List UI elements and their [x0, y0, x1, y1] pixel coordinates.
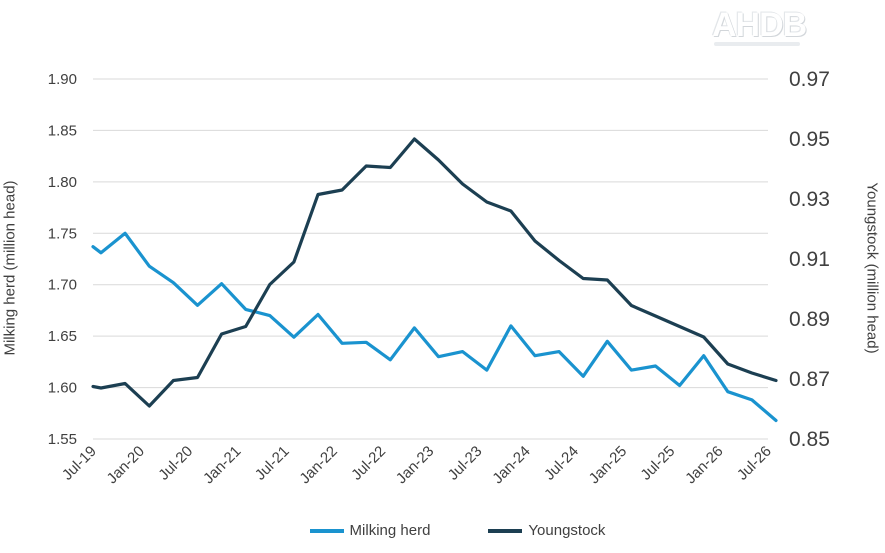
x-axis-ticks: Jul-19 Jan-20 Jul-20 Jan-21 Jul-21 Jan-22 Jul-… [59, 443, 775, 487]
x-tick-label: Jan-24 [489, 443, 533, 487]
left-axis-label: Milking herd (million head) [1, 180, 19, 356]
right-axis-ticks: 0.85 0.87 0.89 0.91 0.93 0.95 0.97 [789, 68, 830, 451]
x-tick-label: Jul-22 [348, 443, 389, 484]
legend-label-milking-herd: Milking herd [349, 522, 431, 539]
x-tick-label: Jan-23 [393, 443, 437, 487]
left-tick-label: 1.55 [48, 431, 77, 448]
legend-swatch-milking-herd [309, 528, 344, 533]
right-tick-label: 0.95 [789, 128, 830, 151]
right-tick-label: 0.89 [789, 308, 830, 331]
legend-item-youngstock: Youngstock [458, 522, 605, 539]
x-tick-label: Jul-24 [541, 443, 582, 484]
x-tick-label: Jul-23 [445, 443, 486, 484]
x-tick-label: Jan-21 [200, 443, 244, 487]
right-tick-label: 0.87 [789, 368, 830, 391]
x-tick-label: Jul-25 [637, 443, 678, 484]
legend-label-youngstock: Youngstock [528, 522, 606, 539]
legend-swatch-youngstock [488, 528, 523, 533]
left-tick-label: 1.75 [48, 225, 77, 242]
left-tick-label: 1.65 [48, 328, 77, 345]
legend: Milking herd Youngstock [0, 522, 885, 539]
left-tick-label: 1.80 [48, 174, 77, 191]
logo-underline [714, 42, 800, 46]
x-tick-label: Jan-26 [682, 443, 726, 487]
series-lines [91, 137, 778, 423]
left-axis-ticks: 1.55 1.60 1.65 1.70 1.75 1.80 1.85 1.90 [48, 71, 77, 448]
x-tick-label: Jan-20 [104, 443, 148, 487]
left-tick-label: 1.90 [48, 71, 77, 88]
left-tick-label: 1.85 [48, 122, 77, 139]
right-tick-label: 0.91 [789, 248, 830, 271]
right-tick-label: 0.93 [789, 188, 830, 211]
x-tick-label: Jul-26 [734, 443, 775, 484]
x-tick-label: Jul-21 [252, 443, 293, 484]
ahdb-logo: AHDB [712, 6, 807, 44]
series-line-milking-herd [91, 231, 778, 423]
right-tick-label: 0.85 [789, 428, 830, 451]
x-tick-label: Jan-25 [586, 443, 630, 487]
x-tick-label: Jul-19 [59, 443, 100, 484]
legend-item-milking-herd: Milking herd [280, 522, 431, 539]
x-tick-label: Jul-20 [155, 443, 196, 484]
left-tick-label: 1.60 [48, 380, 77, 397]
right-axis-label: Youngstock (million head) [863, 182, 881, 354]
gridlines [93, 78, 768, 440]
left-tick-label: 1.70 [48, 277, 77, 294]
right-tick-label: 0.97 [789, 68, 830, 91]
x-tick-label: Jan-22 [296, 443, 340, 487]
series-line-youngstock [91, 137, 778, 408]
